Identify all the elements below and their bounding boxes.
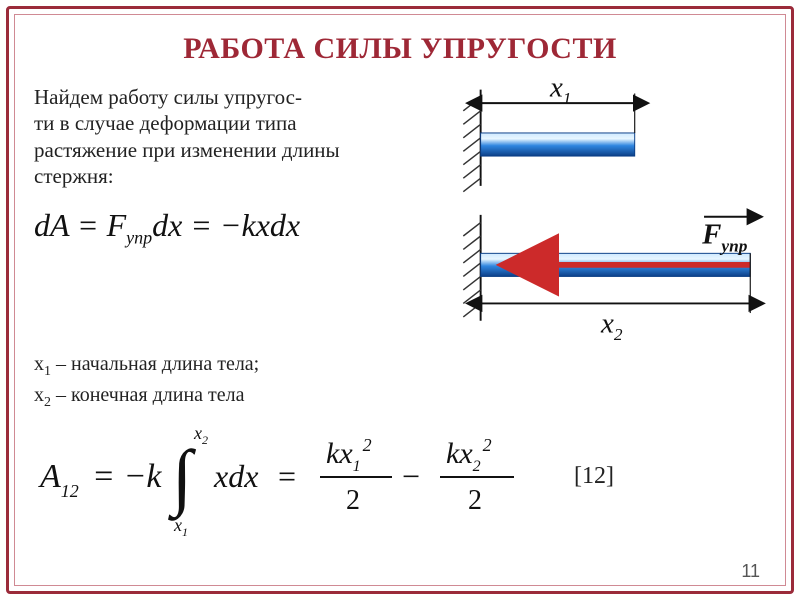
eq-sign: =	[278, 458, 296, 494]
differential-formula: dA = Fупрdx = −kxdx	[34, 207, 426, 248]
eq-sign-1: =	[69, 207, 107, 243]
svg-text:A12: A12	[38, 458, 79, 501]
int-lower-sub: 1	[182, 525, 188, 537]
eq-sign-2: =	[182, 207, 220, 243]
def-x1-sub: 1	[44, 364, 51, 379]
sym-A-sub: 12	[61, 481, 79, 501]
svg-text:kx22: kx22	[446, 435, 492, 475]
hatch-top	[463, 97, 480, 191]
fraction-2: kx22 2	[440, 435, 514, 516]
eq-minus-k: = −k	[92, 458, 162, 495]
minus-between: −	[402, 458, 420, 494]
def-x1-text: – начальная длина тела;	[51, 353, 259, 375]
intro-paragraph: Найдем работу силы упругос- ти в случае …	[34, 84, 426, 189]
page-number: 11	[741, 561, 760, 582]
svg-text:kx12: kx12	[326, 435, 372, 475]
def-x2-text: – конечная длина тела	[51, 384, 245, 406]
rod-diagram: x1	[436, 80, 766, 340]
para-line-4: стержня:	[34, 164, 114, 188]
slide-title: РАБОТА СИЛЫ УПРУГОСТИ	[34, 32, 766, 66]
sym-A: A	[38, 458, 61, 495]
para-line-2: ти в случае деформации типа	[34, 111, 297, 135]
equation-reference: [12]	[574, 463, 614, 490]
int-upper-x: x	[193, 423, 202, 443]
term-dA: dA	[34, 207, 69, 243]
svg-text:2: 2	[346, 485, 360, 516]
int-upper-sub: 2	[202, 433, 208, 447]
term-dx: dx	[152, 207, 182, 243]
svg-text:x2: x2	[193, 423, 208, 447]
def-x1-sym: x	[34, 353, 44, 375]
integrand: xdx	[213, 458, 258, 494]
para-line-1: Найдем работу силы упругос-	[34, 85, 302, 109]
fraction-1: kx12 2	[320, 435, 392, 516]
rod-short	[481, 133, 635, 156]
term-F-sub: упр	[126, 227, 152, 247]
term-kxdx: kxdx	[242, 207, 301, 243]
label-Fupr: Fупр	[701, 219, 748, 256]
def-x2-sub: 2	[44, 395, 51, 410]
label-x2: x2	[600, 307, 623, 340]
term-F: F	[107, 207, 127, 243]
svg-text:2: 2	[468, 485, 482, 516]
svg-text:x1: x1	[173, 515, 188, 537]
hatch-bottom	[463, 223, 480, 317]
definitions: x1 – начальная длина тела; x2 – конечная…	[34, 351, 766, 413]
integral-formula: A12 = −k ∫ x2 x1 xdx = kx12 2 −	[34, 417, 554, 537]
para-line-3: растяжение при изменении длины	[34, 138, 340, 162]
def-x2-sym: x	[34, 384, 44, 406]
integral-sign: ∫	[168, 436, 197, 521]
term-minus: −	[220, 207, 242, 243]
int-lower-x: x	[173, 515, 182, 535]
